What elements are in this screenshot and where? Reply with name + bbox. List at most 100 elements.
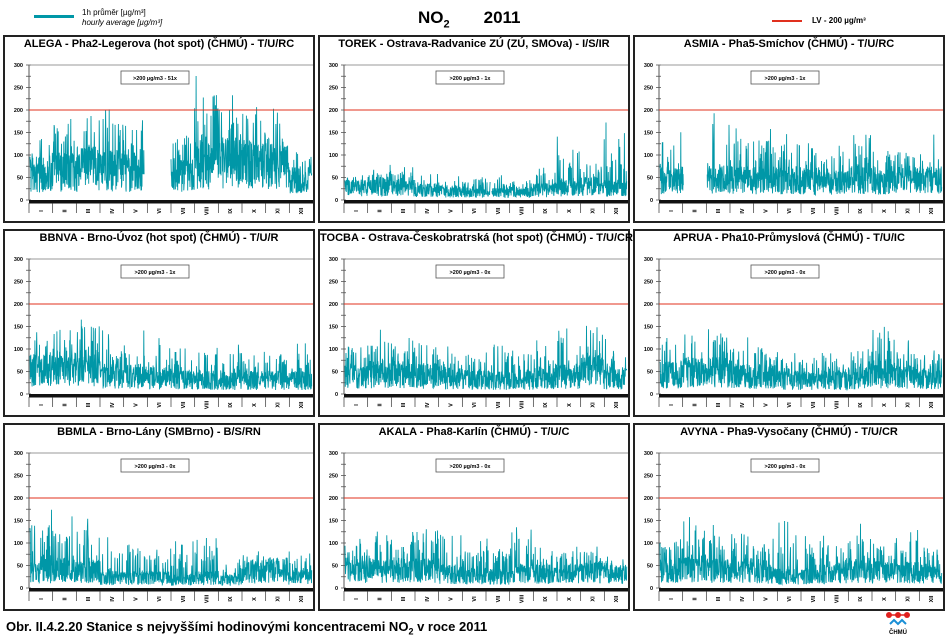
y-tick-label: 100 [14, 153, 23, 159]
series-line [29, 75, 313, 194]
series-line [659, 517, 943, 586]
x-tick-label: V [449, 597, 455, 601]
y-tick-label: 250 [14, 474, 23, 480]
limit-legend-label: LV - 200 µg/m³ [812, 16, 866, 25]
x-tick-label: X [567, 403, 573, 407]
x-tick-label: XII [614, 401, 620, 408]
x-tick-label: V [134, 597, 140, 601]
x-tick-label: II [693, 209, 699, 213]
y-tick-label: 50 [17, 370, 23, 376]
y-tick-label: 150 [644, 131, 653, 137]
x-tick-label: X [882, 597, 888, 601]
y-tick-label: 50 [647, 176, 653, 182]
series-line [344, 527, 628, 585]
chart-title: TOREK - Ostrava-Radvanice ZÚ (ZÚ, SMOva)… [338, 38, 610, 50]
x-tick-label: II [693, 403, 699, 407]
y-tick-label: 50 [647, 564, 653, 570]
exceedance-label: >200 µg/m3 - 1x [765, 76, 807, 82]
title-pollutant: NO [418, 8, 444, 27]
x-tick-label: XI [906, 402, 912, 408]
chart-title: BBMLA - Brno-Lány (SMBrno) - B/S/RN [57, 426, 261, 438]
series-line [659, 113, 943, 197]
x-tick-label: III [716, 208, 722, 213]
x-tick-label: VI [472, 208, 478, 214]
x-tick-label: XI [591, 402, 597, 408]
logo-label: ČHMÚ [889, 629, 907, 636]
exceedance-label: >200 µg/m3 - 0x [765, 270, 807, 276]
title-year: 2011 [483, 8, 521, 27]
y-tick-label: 250 [14, 280, 23, 286]
chart-panel: BBMLA - Brno-Lány (SMBrno) - B/S/RN 0 50 10… [3, 423, 315, 611]
x-tick-label: XI [591, 596, 597, 602]
y-tick-label: 100 [329, 541, 338, 547]
chart-title: ALEGA - Pha2-Legerova (hot spot) (ČHMÚ) … [23, 38, 295, 50]
x-tick-label: II [378, 209, 384, 213]
y-tick-label: 250 [329, 86, 338, 92]
y-tick-label: 250 [329, 280, 338, 286]
x-tick-label: III [86, 208, 92, 213]
x-tick-label: II [378, 597, 384, 601]
y-tick-label: 150 [14, 131, 23, 137]
y-tick-label: 200 [329, 108, 338, 114]
figure-caption: Obr. II.4.2.20 Stanice s nejvyššími hodi… [6, 619, 487, 637]
exceedance-box [120, 70, 190, 85]
x-tick-label: XII [614, 207, 620, 214]
x-tick-label: XI [276, 402, 282, 408]
x-tick-label: I [39, 210, 45, 212]
y-tick-label: 200 [14, 496, 23, 502]
y-tick-label: 250 [644, 280, 653, 286]
exceedance-label: >200 µg/m3 - 1x [135, 270, 177, 276]
x-tick-label: IX [543, 402, 549, 408]
y-tick-label: 300 [14, 63, 23, 69]
series-legend-swatch [34, 15, 74, 18]
chart-title: AVYNA - Pha9-Vysočany (ČHMÚ) - T/U/CR [680, 426, 898, 438]
exceedance-box [435, 70, 505, 85]
y-tick-label: 0 [20, 198, 23, 204]
x-tick-label: X [882, 403, 888, 407]
y-tick-label: 300 [329, 451, 338, 457]
y-tick-label: 0 [650, 392, 653, 398]
x-tick-label: IV [740, 208, 746, 214]
x-tick-label: VI [157, 596, 163, 602]
x-tick-label: IX [228, 208, 234, 214]
x-tick-label: II [63, 209, 69, 213]
chart-panel: AKALA - Pha8-Karlín (ČHMÚ) - T/U/C 0 50 100… [318, 423, 630, 611]
x-tick-label: X [567, 209, 573, 213]
x-tick-label: III [401, 402, 407, 407]
x-tick-label: VIII [205, 400, 211, 409]
x-tick-label: VI [787, 402, 793, 408]
y-tick-label: 0 [335, 586, 338, 592]
exceedance-box [120, 458, 190, 473]
y-tick-label: 0 [335, 392, 338, 398]
x-tick-label: VI [157, 402, 163, 408]
series-line [29, 319, 313, 391]
x-tick-label: V [764, 597, 770, 601]
chart-title: APRUA - Pha10-Průmyslová (ČHMÚ) - T/U/IC [673, 232, 905, 244]
x-tick-label: XII [299, 207, 305, 214]
exceedance-box [435, 458, 505, 473]
y-tick-label: 50 [17, 176, 23, 182]
x-tick-label: X [252, 209, 258, 213]
exceedance-label: >200 µg/m3 - 0x [450, 270, 492, 276]
x-tick-label: IV [425, 208, 431, 214]
x-tick-label: VIII [205, 594, 211, 603]
x-tick-label: IX [543, 208, 549, 214]
x-tick-label: VIII [835, 206, 841, 215]
chart-panel: ASMIA - Pha5-Smíchov (ČHMÚ) - T/U/RC 0 50 1… [633, 35, 945, 223]
y-tick-label: 100 [644, 541, 653, 547]
x-axis [29, 394, 313, 398]
x-tick-label: III [401, 596, 407, 601]
y-tick-label: 300 [14, 257, 23, 263]
x-tick-label: IX [858, 208, 864, 214]
exceedance-box [750, 458, 820, 473]
exceedance-label: >200 µg/m3 - 0x [450, 464, 492, 470]
y-tick-label: 100 [329, 153, 338, 159]
y-tick-label: 50 [17, 564, 23, 570]
x-tick-label: I [39, 404, 45, 406]
chmu-logo: ČHMÚ [886, 612, 910, 636]
x-tick-label: VII [811, 401, 817, 408]
